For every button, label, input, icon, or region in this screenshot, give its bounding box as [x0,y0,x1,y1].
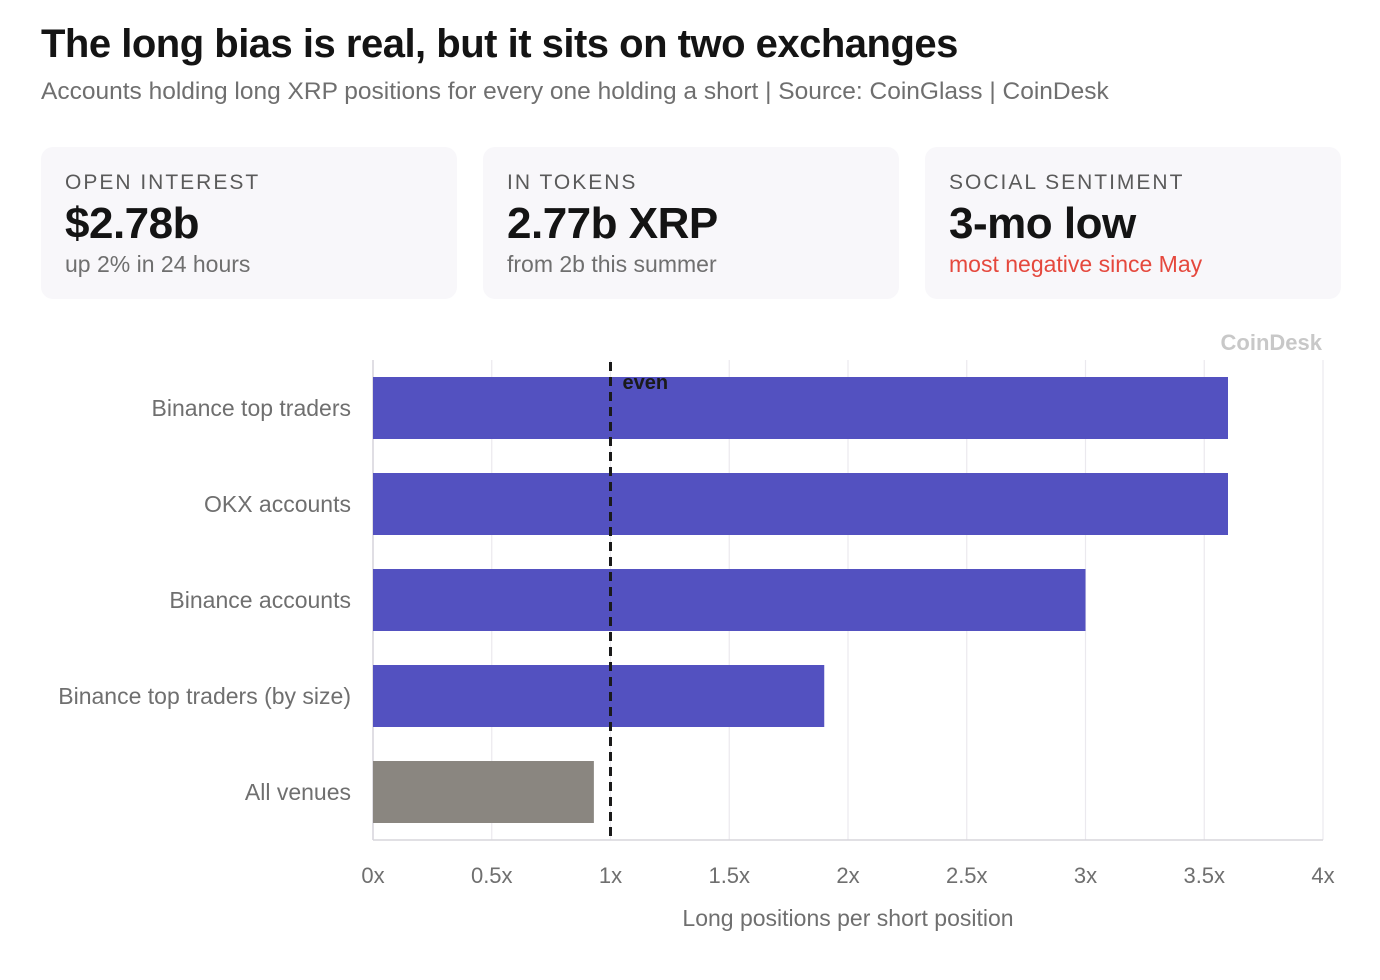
x-tick-label: 2.5x [946,863,988,888]
category-label: Binance top traders [152,395,351,421]
stat-card-value: 3-mo low [949,199,1136,248]
x-tick-label: 0.5x [471,863,513,888]
stat-card-note: from 2b this summer [507,251,717,277]
x-tick-label: 3x [1074,863,1097,888]
category-label: Binance top traders (by size) [58,683,351,709]
watermark-mask [1100,351,1360,381]
category-label: All venues [245,779,351,805]
stat-card-note: most negative since May [949,251,1203,277]
stat-card-label: IN TOKENS [507,171,638,194]
bar-binance-top-traders [373,377,1228,439]
reference-line-label: even [623,372,669,394]
stat-card-value: $2.78b [65,199,199,248]
watermark-text: CoinDesk [1221,330,1323,355]
stat-card-label: SOCIAL SENTIMENT [949,171,1185,194]
x-axis-title: Long positions per short position [682,905,1013,931]
x-tick-label: 2x [836,863,859,888]
stat-card-open-interest: OPEN INTEREST $2.78b up 2% in 24 hours [41,147,457,299]
x-tick-label: 1.5x [708,863,750,888]
stat-cards: OPEN INTEREST $2.78b up 2% in 24 hours I… [41,147,1341,299]
stat-card-social-sentiment: SOCIAL SENTIMENT 3-mo low most negative … [925,147,1341,299]
x-tick-label: 1x [599,863,622,888]
bar-all-venues [373,761,594,823]
stat-card-note: up 2% in 24 hours [65,251,251,277]
stat-card-label: OPEN INTEREST [65,171,261,194]
bar-binance-accounts [373,569,1086,631]
category-label: OKX accounts [204,491,351,517]
bar-binance-top-traders-by-size [373,665,825,727]
x-tick-label: 3.5x [1183,863,1225,888]
chart-title: The long bias is real, but it sits on tw… [41,22,958,66]
stat-card-value: 2.77b XRP [507,199,718,248]
bar-okx-accounts [373,473,1228,535]
stat-card-in-tokens: IN TOKENS 2.77b XRP from 2b this summer [483,147,899,299]
x-tick-label: 4x [1311,863,1334,888]
chart-subtitle: Accounts holding long XRP positions for … [41,78,1109,105]
category-label: Binance accounts [169,587,351,613]
x-tick-label: 0x [361,863,384,888]
